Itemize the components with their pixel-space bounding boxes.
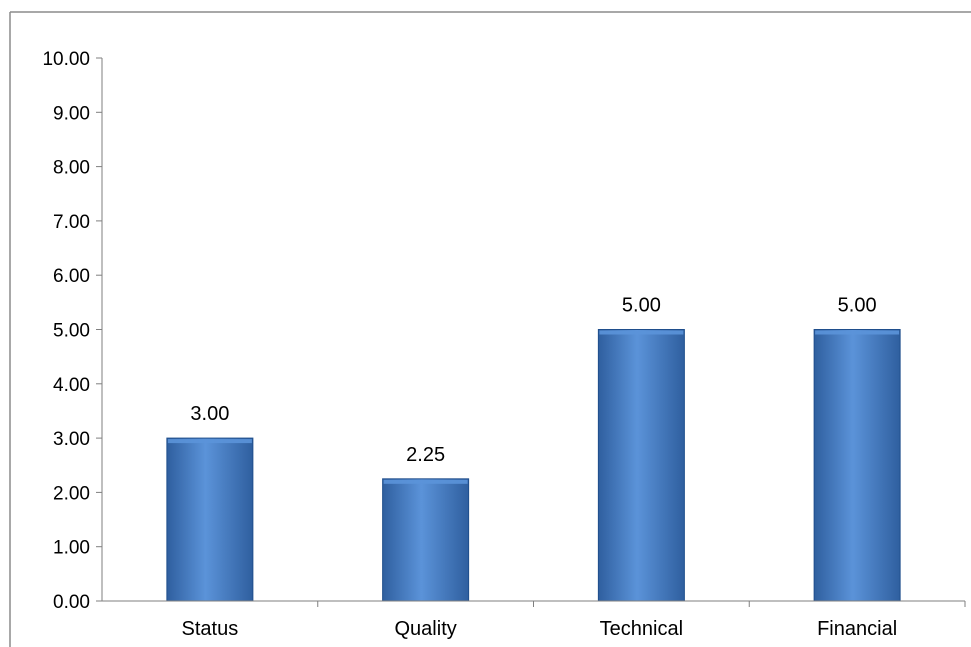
category-label-status: Status bbox=[182, 618, 239, 640]
y-tick-label: 1.00 bbox=[53, 538, 90, 559]
y-tick-label: 8.00 bbox=[53, 158, 90, 179]
category-label-technical: Technical bbox=[600, 618, 683, 640]
data-label-technical: 5.00 bbox=[622, 295, 661, 317]
bar-quality bbox=[382, 478, 470, 602]
y-tick-label: 7.00 bbox=[53, 212, 90, 233]
data-label-quality: 2.25 bbox=[406, 444, 445, 466]
bar-top-highlight bbox=[167, 439, 252, 444]
bar-status bbox=[166, 437, 254, 602]
y-tick-label: 10.00 bbox=[42, 49, 90, 70]
y-tick-label: 0.00 bbox=[53, 592, 90, 613]
bar-top-highlight bbox=[383, 479, 468, 484]
y-tick-label: 6.00 bbox=[53, 266, 90, 287]
y-tick-labels: 0.00 1.00 2.00 3.00 4.00 5.00 6.00 7.00 8.00 9.00… bbox=[42, 49, 90, 613]
bar-technical bbox=[597, 329, 685, 602]
chart-border bbox=[9, 11, 971, 647]
y-tick-label: 5.00 bbox=[53, 321, 90, 342]
y-tick-label: 2.00 bbox=[53, 483, 90, 504]
bars bbox=[166, 329, 901, 602]
category-label-quality: Quality bbox=[395, 618, 457, 640]
data-label-financial: 5.00 bbox=[838, 295, 877, 317]
y-tick-label: 9.00 bbox=[53, 103, 90, 124]
y-tick-label: 4.00 bbox=[53, 375, 90, 396]
data-labels: 3.00 2.25 5.00 5.00 bbox=[190, 295, 876, 466]
bar-top-highlight bbox=[599, 330, 684, 335]
category-labels: Status Quality Technical Financial bbox=[182, 618, 898, 640]
bar-top-highlight bbox=[815, 330, 900, 335]
bar-financial bbox=[813, 329, 901, 602]
data-label-status: 3.00 bbox=[190, 403, 229, 425]
y-tick-label: 3.00 bbox=[53, 429, 90, 450]
category-label-financial: Financial bbox=[817, 618, 897, 640]
axes bbox=[96, 57, 966, 607]
